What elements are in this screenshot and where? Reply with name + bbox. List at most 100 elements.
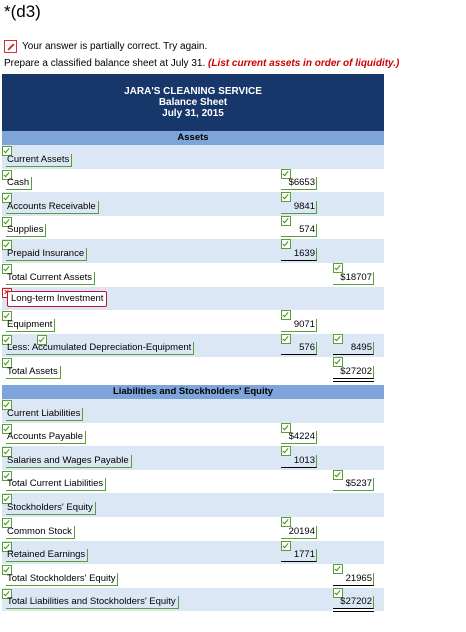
sheet-header: JARA'S CLEANING SERVICE Balance Sheet Ju…	[2, 74, 384, 131]
correct-check-icon	[333, 564, 343, 575]
account-label-field[interactable]: Total Stockholders' Equity	[6, 572, 119, 586]
account-label-field[interactable]: Accounts Payable	[6, 431, 87, 445]
correct-check-icon	[281, 446, 291, 457]
account-label-field[interactable]: Total Current Liabilities	[6, 478, 107, 492]
amount-field[interactable]: 21965	[333, 572, 374, 586]
amount-field[interactable]: $4224	[281, 431, 317, 445]
table-row: Cash $6653	[2, 168, 384, 193]
assets-section: Current Assets Cash $6653 Accounts Receivab…	[2, 145, 384, 381]
account-label-field[interactable]: Current Liabilities	[6, 407, 84, 421]
correct-check-icon	[2, 470, 12, 481]
account-label-field[interactable]: Total Assets	[6, 365, 61, 379]
table-row: Supplies 574	[2, 215, 384, 240]
correct-check-icon	[333, 357, 343, 368]
table-row: Prepaid Insurance 1639	[2, 239, 384, 263]
account-label-field[interactable]: Common Stock	[6, 525, 75, 539]
assets-heading: Assets	[2, 131, 384, 145]
correct-check-icon	[281, 239, 291, 250]
amount-field[interactable]: 1013	[281, 454, 317, 468]
correct-check-icon	[2, 565, 12, 576]
amount-field[interactable]: 1771	[281, 549, 317, 563]
correct-check-icon	[2, 146, 12, 156]
table-row: Equipment 9071	[2, 310, 384, 334]
liabilities-section: Current Liabilities Accounts Payable $4224…	[2, 398, 384, 612]
correct-check-icon	[281, 422, 291, 433]
correct-check-icon	[281, 168, 291, 179]
account-label-field[interactable]: Total Liabilities and Stockholders' Equi…	[6, 596, 179, 610]
correct-check-icon	[2, 517, 12, 528]
statement-date: July 31, 2015	[162, 108, 224, 119]
amount-field[interactable]: 574	[281, 224, 317, 238]
correct-check-icon	[281, 215, 291, 226]
table-row: Retained Earnings 1771	[2, 540, 384, 565]
table-row: Total Current Liabilities $5237	[2, 469, 384, 494]
table-row: Total Current Assets $18707	[2, 262, 384, 287]
instruction-text: Prepare a classified balance sheet at Ju…	[4, 58, 206, 69]
amount-field[interactable]: 576	[281, 342, 317, 356]
account-label-field[interactable]: Accounts Receivable	[6, 200, 99, 214]
correct-check-icon	[281, 333, 291, 344]
table-row: Accounts Payable $4224	[2, 422, 384, 447]
company-name: JARA'S CLEANING SERVICE	[124, 86, 262, 97]
correct-check-icon	[2, 216, 12, 227]
amount-field[interactable]: $27202	[333, 365, 374, 379]
table-row: Stockholders' Equity	[2, 493, 384, 517]
correct-check-icon	[2, 447, 12, 458]
amount-field[interactable]: $6653	[281, 177, 317, 191]
amount-field[interactable]: $18707	[333, 271, 374, 285]
status-message: Your answer is partially correct. Try ag…	[4, 40, 207, 53]
correct-check-icon	[281, 516, 291, 527]
correct-check-icon	[281, 192, 291, 203]
correct-check-icon	[333, 333, 343, 344]
table-row: Long-term Investment	[2, 286, 384, 311]
account-label-field[interactable]: Stockholders' Equity	[6, 501, 96, 515]
correct-check-icon	[37, 334, 47, 345]
correct-check-icon	[2, 588, 12, 599]
account-label-field[interactable]: Equipment	[6, 318, 56, 332]
amount-field[interactable]: 20194	[281, 525, 317, 539]
instruction: Prepare a classified balance sheet at Ju…	[4, 58, 399, 69]
account-label-field[interactable]: Retained Earnings	[6, 549, 89, 563]
table-row: Total Assets $27202	[2, 357, 384, 381]
account-label-field[interactable]: Less: Accumulated Depreciation-Equipment	[6, 342, 195, 356]
account-label-field[interactable]: Cash	[6, 177, 33, 191]
correct-check-icon	[2, 334, 12, 345]
correct-check-icon	[2, 240, 12, 251]
table-row: Accounts Receivable 9841	[2, 192, 384, 216]
account-label-field[interactable]: Long-term Investment	[7, 291, 108, 308]
table-row: Common Stock 20194	[2, 516, 384, 541]
correct-check-icon	[2, 358, 12, 369]
liabilities-heading: Liabilities and Stockholders' Equity	[2, 384, 384, 399]
account-label-field[interactable]: Current Assets	[6, 153, 73, 167]
account-label-field[interactable]: Salaries and Wages Payable	[6, 454, 132, 468]
correct-check-icon	[2, 263, 12, 274]
table-row: Salaries and Wages Payable 1013	[2, 446, 384, 470]
correct-check-icon	[2, 541, 12, 552]
amount-field[interactable]: 1639	[281, 247, 317, 261]
correct-check-icon	[333, 469, 343, 480]
amount-field[interactable]: 9841	[281, 200, 317, 214]
correct-check-icon	[333, 587, 343, 598]
correct-check-icon	[2, 193, 12, 204]
table-row: Less: Accumulated Depreciation-Equipment…	[2, 333, 384, 358]
correct-check-icon	[2, 399, 12, 410]
statement-name: Balance Sheet	[158, 97, 228, 108]
correct-check-icon	[2, 423, 12, 434]
correct-check-icon	[333, 262, 343, 273]
amount-field[interactable]: $27202	[333, 596, 374, 610]
table-row: Total Stockholders' Equity 21965	[2, 564, 384, 588]
correct-check-icon	[2, 311, 12, 322]
partial-correct-icon	[4, 40, 17, 53]
account-label-field[interactable]: Supplies	[6, 224, 47, 238]
correct-check-icon	[2, 169, 12, 180]
instruction-hint: (List current assets in order of liquidi…	[208, 58, 400, 69]
account-label-field[interactable]: Total Current Assets	[6, 271, 96, 285]
account-label-field[interactable]: Prepaid Insurance	[6, 247, 88, 261]
amount-field[interactable]: 8495	[333, 342, 374, 356]
correct-check-icon	[2, 494, 12, 505]
table-row: Total Liabilities and Stockholders' Equi…	[2, 587, 384, 612]
balance-sheet: JARA'S CLEANING SERVICE Balance Sheet Ju…	[2, 74, 384, 612]
amount-field[interactable]: 9071	[281, 318, 317, 332]
correct-check-icon	[281, 540, 291, 551]
amount-field[interactable]: $5237	[333, 478, 374, 492]
